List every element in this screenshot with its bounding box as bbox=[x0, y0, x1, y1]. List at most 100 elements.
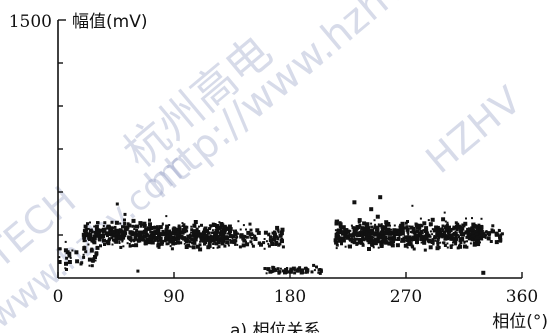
data-point bbox=[130, 230, 134, 234]
data-point bbox=[263, 247, 266, 250]
data-point bbox=[334, 221, 339, 226]
data-point bbox=[216, 240, 221, 245]
data-point bbox=[134, 235, 136, 238]
data-point bbox=[435, 233, 440, 238]
data-point bbox=[392, 228, 397, 233]
data-point bbox=[160, 240, 164, 244]
data-point bbox=[359, 230, 364, 235]
data-point bbox=[406, 220, 409, 223]
data-point bbox=[235, 235, 238, 238]
data-point bbox=[315, 265, 318, 269]
data-point bbox=[280, 227, 285, 232]
data-point bbox=[92, 240, 97, 245]
data-point bbox=[88, 232, 90, 235]
data-point bbox=[360, 233, 364, 237]
data-point bbox=[457, 236, 460, 239]
data-point bbox=[153, 225, 156, 228]
data-point bbox=[270, 241, 272, 244]
data-point bbox=[319, 269, 323, 273]
data-point bbox=[305, 271, 308, 274]
data-point bbox=[241, 236, 246, 241]
data-point bbox=[380, 223, 383, 226]
data-point bbox=[395, 228, 400, 233]
data-point bbox=[477, 223, 480, 226]
watermark-text-3: HZHV bbox=[418, 78, 530, 182]
data-point bbox=[318, 268, 322, 271]
data-point bbox=[459, 231, 464, 236]
data-point bbox=[406, 242, 409, 245]
data-point bbox=[404, 221, 408, 225]
data-point bbox=[291, 266, 296, 271]
data-point bbox=[75, 259, 80, 264]
data-point bbox=[130, 240, 133, 243]
data-point bbox=[465, 217, 467, 220]
data-point bbox=[384, 223, 387, 226]
data-point bbox=[268, 232, 271, 235]
data-point bbox=[118, 240, 121, 243]
data-point bbox=[249, 232, 254, 237]
data-point bbox=[412, 247, 416, 251]
data-point bbox=[459, 240, 462, 242]
data-point bbox=[371, 244, 374, 247]
data-point bbox=[273, 266, 276, 269]
data-point bbox=[233, 232, 238, 237]
data-point bbox=[123, 230, 125, 233]
data-point bbox=[220, 229, 223, 232]
data-point bbox=[377, 223, 380, 226]
data-point bbox=[444, 228, 448, 232]
data-point bbox=[296, 267, 299, 270]
data-point bbox=[219, 226, 223, 230]
data-point bbox=[406, 235, 410, 239]
data-point bbox=[350, 241, 353, 244]
data-point bbox=[372, 227, 375, 230]
data-point bbox=[228, 231, 232, 235]
data-point bbox=[288, 269, 293, 274]
data-point bbox=[370, 222, 373, 225]
data-point bbox=[489, 240, 493, 243]
data-point bbox=[173, 232, 177, 236]
data-point bbox=[82, 248, 85, 251]
data-point bbox=[193, 220, 198, 224]
data-point bbox=[370, 236, 374, 239]
data-point bbox=[82, 235, 87, 240]
data-point bbox=[83, 240, 86, 242]
data-point bbox=[151, 241, 155, 245]
data-point bbox=[89, 235, 92, 238]
data-point bbox=[458, 244, 462, 249]
data-point bbox=[368, 247, 371, 250]
data-point bbox=[439, 234, 443, 238]
data-point bbox=[193, 236, 196, 239]
data-point bbox=[379, 242, 383, 246]
data-point bbox=[442, 241, 445, 244]
data-point bbox=[111, 229, 116, 234]
data-point bbox=[263, 238, 266, 240]
data-point bbox=[102, 225, 105, 227]
data-point bbox=[441, 229, 444, 232]
data-point bbox=[132, 238, 136, 242]
data-point bbox=[427, 234, 431, 238]
data-point bbox=[232, 239, 236, 243]
data-point bbox=[146, 226, 150, 230]
data-point bbox=[137, 238, 142, 243]
x-tick-label: 180 bbox=[274, 287, 306, 307]
data-point bbox=[473, 224, 477, 227]
data-point bbox=[400, 228, 405, 232]
data-point bbox=[74, 250, 79, 255]
data-point bbox=[87, 243, 90, 246]
data-point bbox=[400, 240, 403, 243]
data-point bbox=[367, 232, 372, 237]
data-point bbox=[186, 235, 190, 239]
caption-fragment: a) 相位关系 bbox=[230, 321, 320, 333]
data-point bbox=[449, 234, 454, 239]
data-point bbox=[442, 233, 447, 238]
data-point bbox=[267, 242, 270, 245]
data-point bbox=[361, 226, 364, 229]
data-point bbox=[277, 231, 280, 234]
data-point bbox=[82, 255, 86, 259]
data-point bbox=[443, 244, 447, 247]
data-point bbox=[253, 234, 257, 238]
data-point bbox=[406, 238, 411, 242]
data-point bbox=[436, 231, 440, 235]
data-point bbox=[381, 229, 384, 232]
